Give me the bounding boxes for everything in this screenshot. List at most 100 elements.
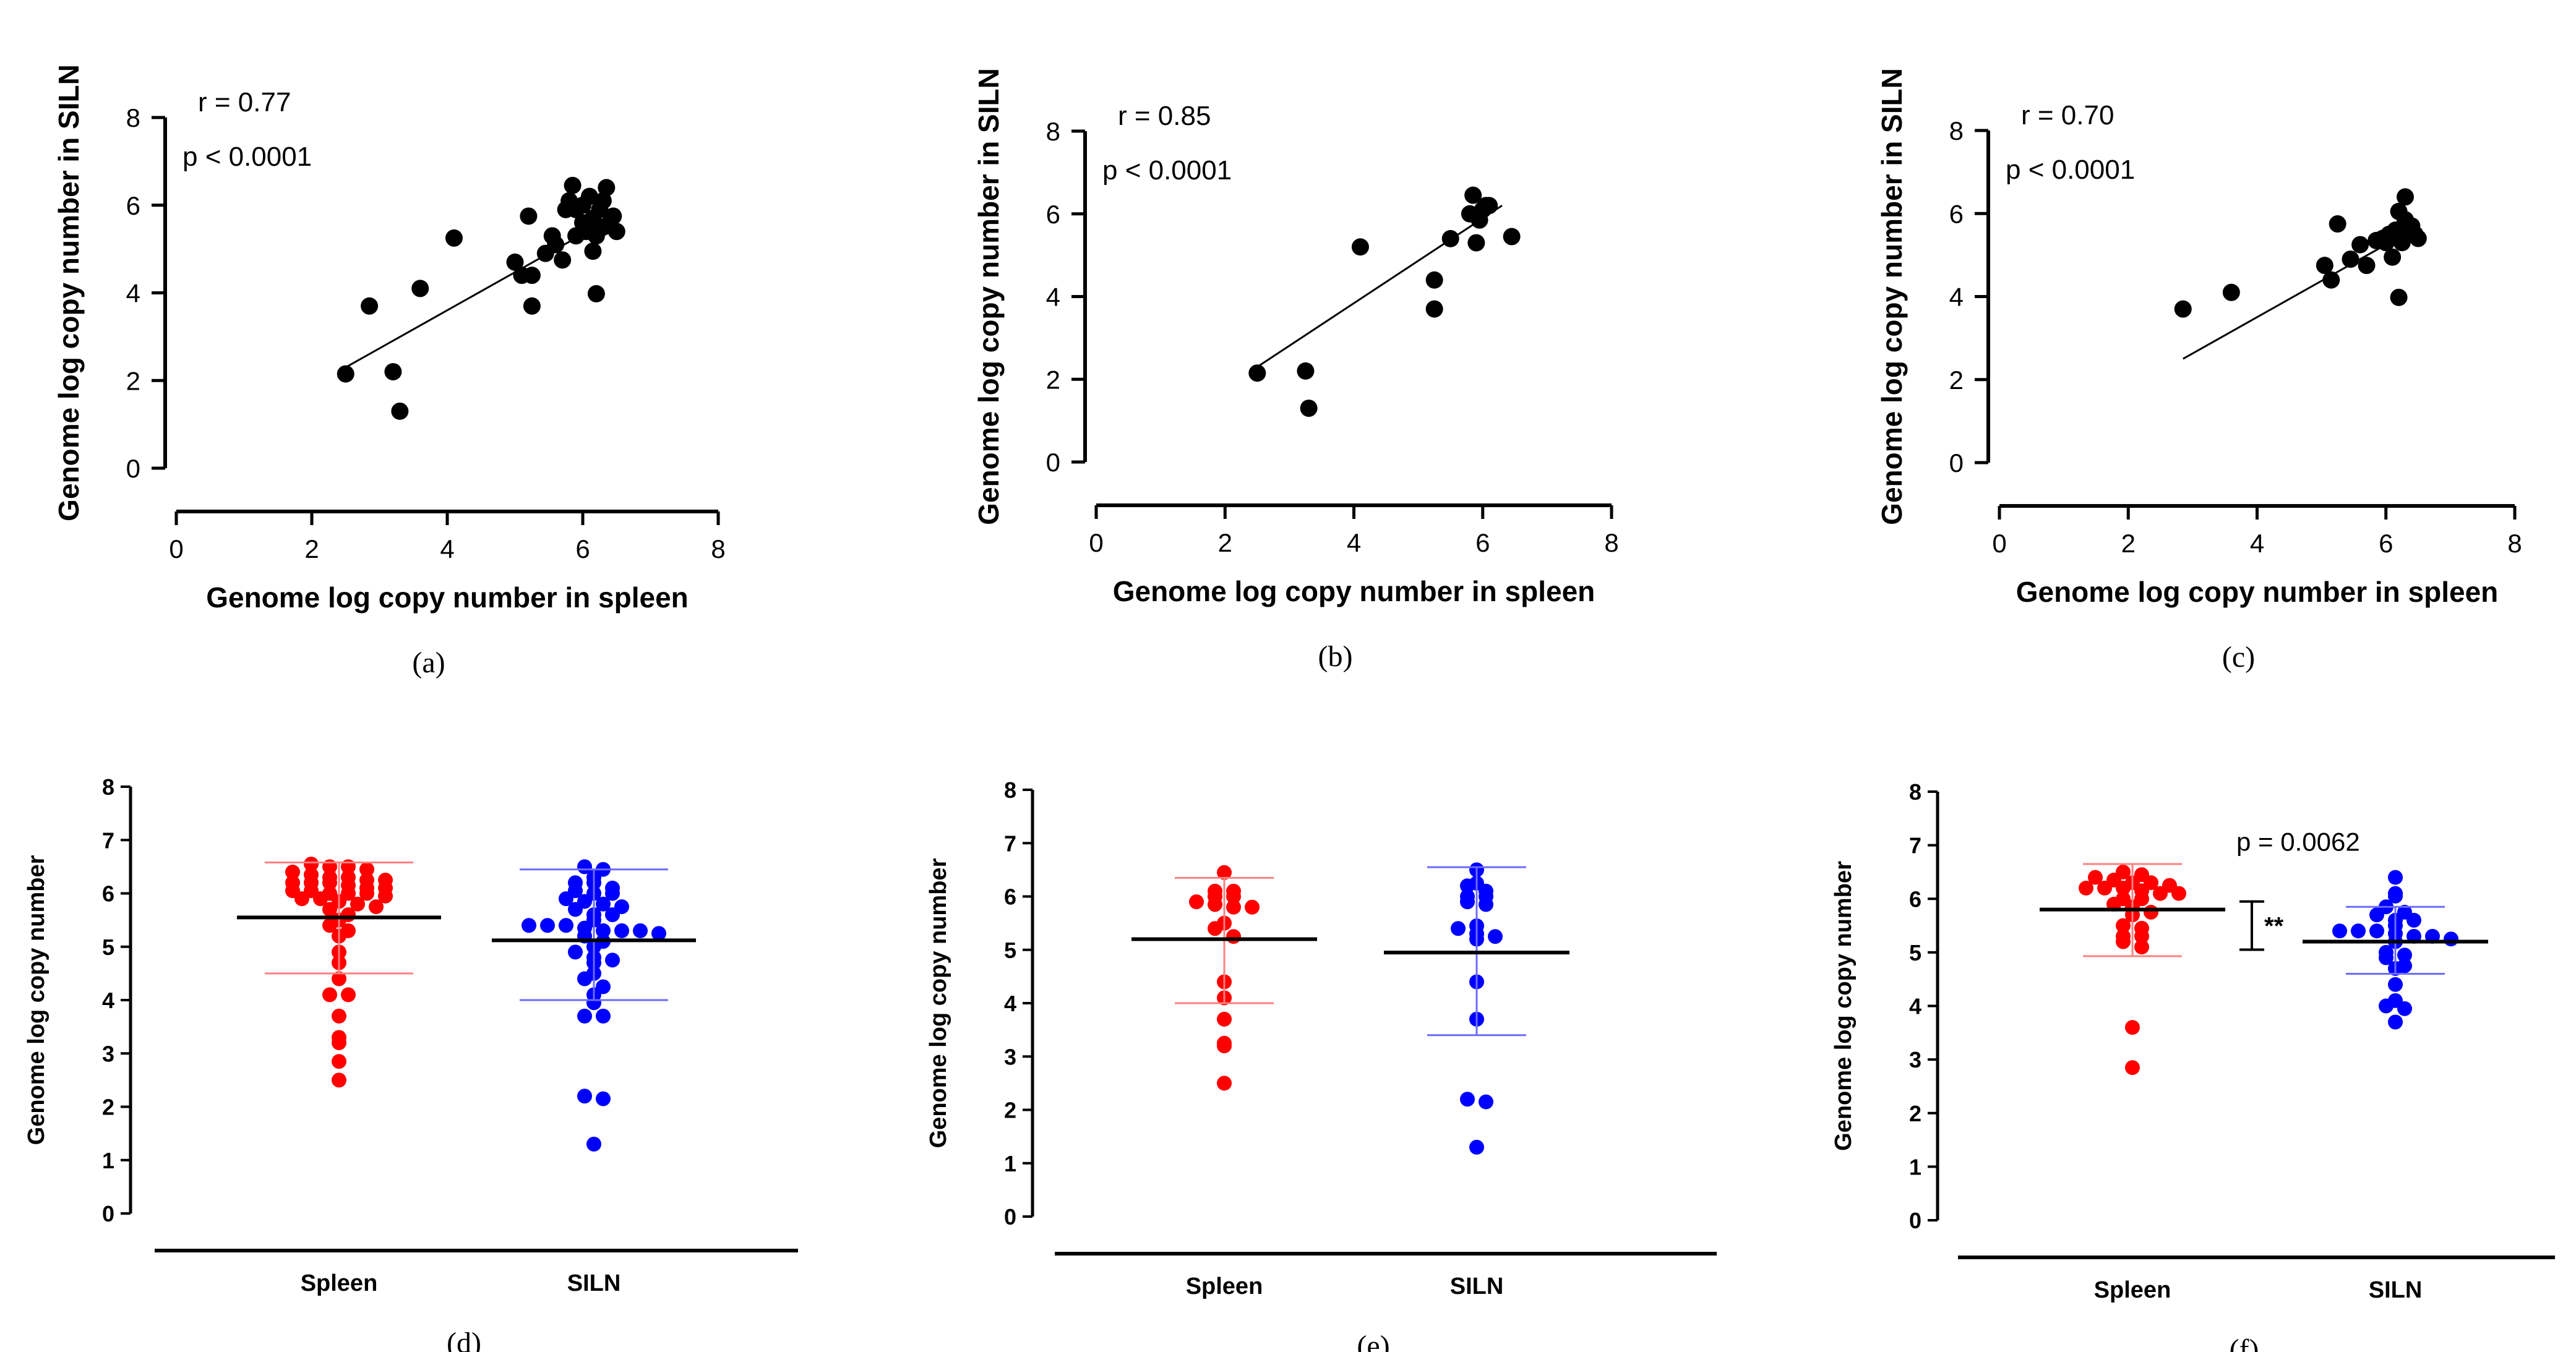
y-tick-label-d: 5 bbox=[102, 935, 114, 960]
y-tick-label-c: 8 bbox=[1949, 116, 1964, 145]
regression-line-b bbox=[1256, 205, 1503, 368]
data-point-siln-e bbox=[1460, 894, 1475, 910]
panel-label-c: (c) bbox=[2222, 641, 2255, 674]
data-point-spleen-d bbox=[359, 880, 374, 896]
data-point-spleen-d bbox=[378, 880, 393, 896]
data-point-siln-d bbox=[596, 923, 611, 938]
data-point-a bbox=[564, 176, 582, 194]
y-axis-title-e: Genome log copy number bbox=[925, 858, 951, 1148]
data-point-a bbox=[604, 207, 622, 225]
category-label-siln-e: SILN bbox=[1450, 1273, 1504, 1299]
data-point-siln-f bbox=[2388, 870, 2403, 885]
y-tick-label-d: 6 bbox=[102, 881, 114, 907]
data-point-siln-f bbox=[2406, 912, 2421, 928]
data-point-a bbox=[520, 207, 538, 225]
data-point-siln-f bbox=[2379, 950, 2394, 965]
data-point-siln-d bbox=[577, 1008, 592, 1024]
panel-label-d: (d) bbox=[447, 1327, 481, 1352]
y-tick-label-d: 7 bbox=[102, 828, 114, 853]
data-point-siln-d bbox=[651, 926, 666, 941]
annotation-r-a: r = 0.77 bbox=[198, 87, 291, 118]
data-point-siln-d bbox=[614, 923, 629, 938]
y-tick-label-c: 6 bbox=[1949, 199, 1964, 228]
data-point-a bbox=[580, 187, 598, 205]
data-point-spleen-f bbox=[2097, 880, 2112, 896]
data-point-b bbox=[1480, 197, 1498, 215]
data-point-a bbox=[587, 285, 605, 302]
data-point-c bbox=[2358, 257, 2376, 275]
y-axis-title-b: Genome log copy number in SILN bbox=[972, 68, 1005, 525]
data-point-spleen-d bbox=[285, 875, 300, 891]
y-tick-label-f: 5 bbox=[1909, 940, 1921, 965]
data-point-c bbox=[2396, 188, 2414, 206]
data-point-spleen-e bbox=[1217, 1076, 1232, 1091]
data-point-spleen-d bbox=[322, 902, 337, 917]
x-tick-label-c: 0 bbox=[1992, 529, 2006, 558]
data-point-siln-e bbox=[1488, 929, 1503, 944]
x-tick-label-a: 4 bbox=[440, 534, 454, 563]
data-point-spleen-f bbox=[2116, 880, 2131, 896]
data-point-siln-f bbox=[2388, 1014, 2403, 1030]
data-point-a bbox=[445, 229, 463, 247]
data-point-spleen-f bbox=[2116, 918, 2131, 933]
panel-label-b: (b) bbox=[1318, 640, 1353, 673]
x-tick-label-a: 2 bbox=[304, 534, 319, 563]
x-tick-label-b: 8 bbox=[1604, 528, 1618, 557]
data-point-siln-d bbox=[559, 918, 573, 933]
y-tick-label-d: 8 bbox=[102, 774, 114, 800]
data-point-siln-e bbox=[1479, 883, 1493, 899]
data-point-c bbox=[2390, 288, 2408, 306]
data-point-a bbox=[384, 363, 402, 381]
data-point-a bbox=[594, 192, 612, 210]
data-point-spleen-e bbox=[1208, 921, 1222, 936]
y-tick-label-e: 7 bbox=[1004, 831, 1016, 856]
data-point-spleen-f bbox=[2134, 939, 2149, 955]
x-tick-label-c: 8 bbox=[2507, 529, 2522, 558]
data-point-spleen-d bbox=[322, 918, 337, 933]
y-tick-label-b: 6 bbox=[1046, 200, 1060, 229]
data-point-spleen-e bbox=[1208, 897, 1222, 912]
data-point-siln-d bbox=[596, 896, 611, 912]
data-point-spleen-f bbox=[2171, 886, 2186, 901]
data-point-spleen-e bbox=[1217, 865, 1232, 880]
y-tick-label-a: 4 bbox=[126, 279, 140, 308]
y-tick-label-e: 4 bbox=[1004, 991, 1016, 1016]
y-tick-label-e: 1 bbox=[1004, 1151, 1016, 1176]
data-point-spleen-e bbox=[1226, 929, 1241, 944]
y-tick-label-c: 0 bbox=[1949, 448, 1964, 477]
annotation-p-c: p < 0.0001 bbox=[2006, 155, 2135, 185]
data-point-siln-d bbox=[596, 1091, 611, 1106]
data-point-spleen-e bbox=[1217, 1011, 1232, 1027]
data-point-spleen-f bbox=[2144, 904, 2158, 920]
data-point-b bbox=[1425, 300, 1443, 318]
data-point-spleen-d bbox=[285, 865, 300, 879]
data-point-c bbox=[2174, 300, 2192, 318]
data-point-siln-d bbox=[605, 880, 620, 896]
data-point-spleen-f bbox=[2125, 1020, 2140, 1035]
annotation-p-f: p = 0.0062 bbox=[2236, 827, 2360, 856]
data-point-siln-d bbox=[596, 1008, 611, 1024]
annotation-p-a: p < 0.0001 bbox=[182, 142, 312, 172]
y-tick-label-d: 3 bbox=[102, 1041, 114, 1066]
data-point-siln-e bbox=[1479, 897, 1493, 912]
category-label-siln-d: SILN bbox=[567, 1270, 621, 1296]
annotation-p-b: p < 0.0001 bbox=[1102, 155, 1232, 186]
data-point-spleen-f bbox=[2153, 886, 2168, 901]
data-point-spleen-d bbox=[313, 891, 328, 907]
data-point-a bbox=[411, 280, 429, 297]
data-point-b bbox=[1351, 238, 1369, 256]
x-tick-label-b: 2 bbox=[1218, 528, 1232, 557]
data-point-siln-e bbox=[1479, 1094, 1493, 1110]
data-point-spleen-d bbox=[341, 987, 356, 1003]
y-tick-label-f: 7 bbox=[1909, 833, 1921, 858]
data-point-spleen-d bbox=[332, 1035, 346, 1050]
y-tick-label-f: 8 bbox=[1909, 779, 1921, 805]
data-point-a bbox=[361, 297, 379, 315]
y-tick-label-f: 6 bbox=[1909, 886, 1921, 912]
y-tick-label-e: 5 bbox=[1004, 938, 1016, 963]
y-tick-label-e: 6 bbox=[1004, 884, 1016, 910]
data-point-a bbox=[554, 251, 572, 269]
data-point-c bbox=[2316, 257, 2333, 275]
data-point-c bbox=[2384, 248, 2402, 266]
